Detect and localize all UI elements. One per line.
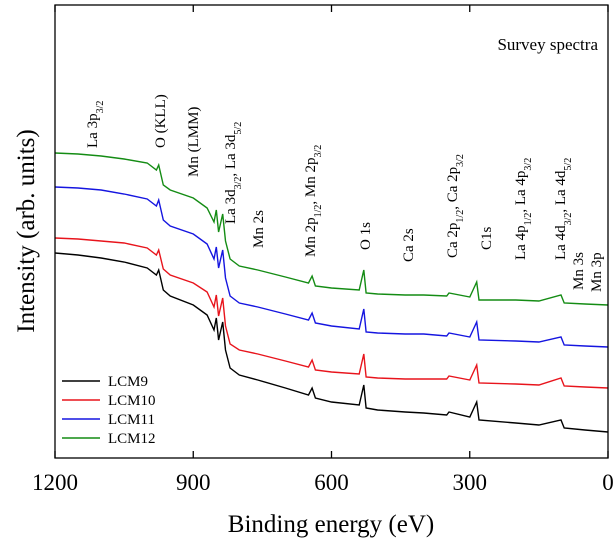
peak-annotation: Mn 3s (571, 252, 587, 290)
annotation-part: Mn (LMM) (186, 107, 202, 177)
peak-annotation: La 3p3/2 (85, 101, 106, 148)
annotation-part: O (KLL) (153, 94, 169, 148)
annotation-part: 1/2 (523, 213, 534, 226)
series-line (54, 237, 609, 389)
y-axis-label: Intensity (arb. units) (13, 129, 40, 332)
annotation-part: 3/2 (563, 213, 574, 226)
annotation-part: La 4p (513, 225, 529, 260)
annotation-part: La 3p (85, 113, 101, 148)
annotation-part: 3/2 (95, 101, 106, 114)
x-axis-label: Binding energy (eV) (228, 511, 434, 538)
x-tick-label: 0 (602, 470, 614, 495)
annotation-part: Mn 2p (303, 217, 319, 257)
annotation-part: 3/2 (455, 154, 466, 167)
series-line (54, 186, 609, 348)
peak-annotation: Mn 2s (251, 210, 267, 248)
peak-annotation: Mn 3p (589, 252, 605, 292)
peak-annotation: C1s (479, 226, 495, 250)
x-tick-label: 600 (314, 470, 349, 495)
legend-label: LCM9 (108, 374, 148, 390)
x-tick-label: 300 (453, 470, 488, 495)
peak-annotation: Mn 2p1/2, Mn 2p3/2 (303, 145, 324, 257)
annotation-part: 3/2 (313, 145, 324, 158)
annotation-part: 1/2 (455, 210, 466, 223)
annotation-part: , Mn 2p (303, 158, 319, 205)
annotation-part: Ca 2p (445, 223, 461, 258)
annotation-part: Mn 3s (571, 252, 587, 290)
legend-label: LCM12 (108, 431, 156, 447)
x-tick-label: 900 (176, 470, 211, 495)
annotation-part: 5/2 (233, 122, 244, 135)
peak-annotation: La 4p1/2, La 4p3/2 (513, 158, 534, 260)
annotation-part: Mn 2s (251, 210, 267, 248)
annotation-part: 3/2 (523, 158, 534, 171)
annotation-part: La 3d (223, 189, 239, 224)
annotation-part: , La 3d (223, 134, 239, 177)
peak-annotation: La 4d3/2, La 4d5/2 (553, 158, 574, 260)
annotation-part: C1s (479, 226, 495, 250)
peak-annotation: Ca 2p1/2, Ca 2p3/2 (445, 154, 466, 258)
series-line (54, 152, 609, 306)
annotation-part: , La 4p (513, 171, 529, 213)
annotation-part: Ca 2s (401, 228, 417, 262)
annotation-part: 3/2 (233, 177, 244, 190)
annotation-part: , Ca 2p (445, 167, 461, 210)
series-line (54, 252, 609, 433)
annotation-part: Mn 3p (589, 252, 605, 292)
peak-annotation: O 1s (358, 222, 374, 250)
legend-label: LCM10 (108, 393, 156, 409)
chart-title: Survey spectra (497, 35, 598, 54)
plot-frame (54, 4, 609, 459)
annotation-part: O 1s (358, 222, 374, 250)
annotation-part: 5/2 (563, 158, 574, 171)
x-tick-label: 1200 (32, 470, 78, 495)
annotation-part: La 4d (553, 225, 569, 260)
peak-annotation: Mn (LMM) (186, 107, 202, 177)
legend-label: LCM11 (108, 412, 155, 428)
annotation-part: , La 4d (553, 170, 569, 213)
peak-annotation: La 3d3/2, La 3d5/2 (223, 122, 244, 224)
peak-annotation: O (KLL) (153, 94, 169, 148)
peak-annotation: Ca 2s (401, 228, 417, 262)
annotation-part: 1/2 (313, 205, 324, 218)
